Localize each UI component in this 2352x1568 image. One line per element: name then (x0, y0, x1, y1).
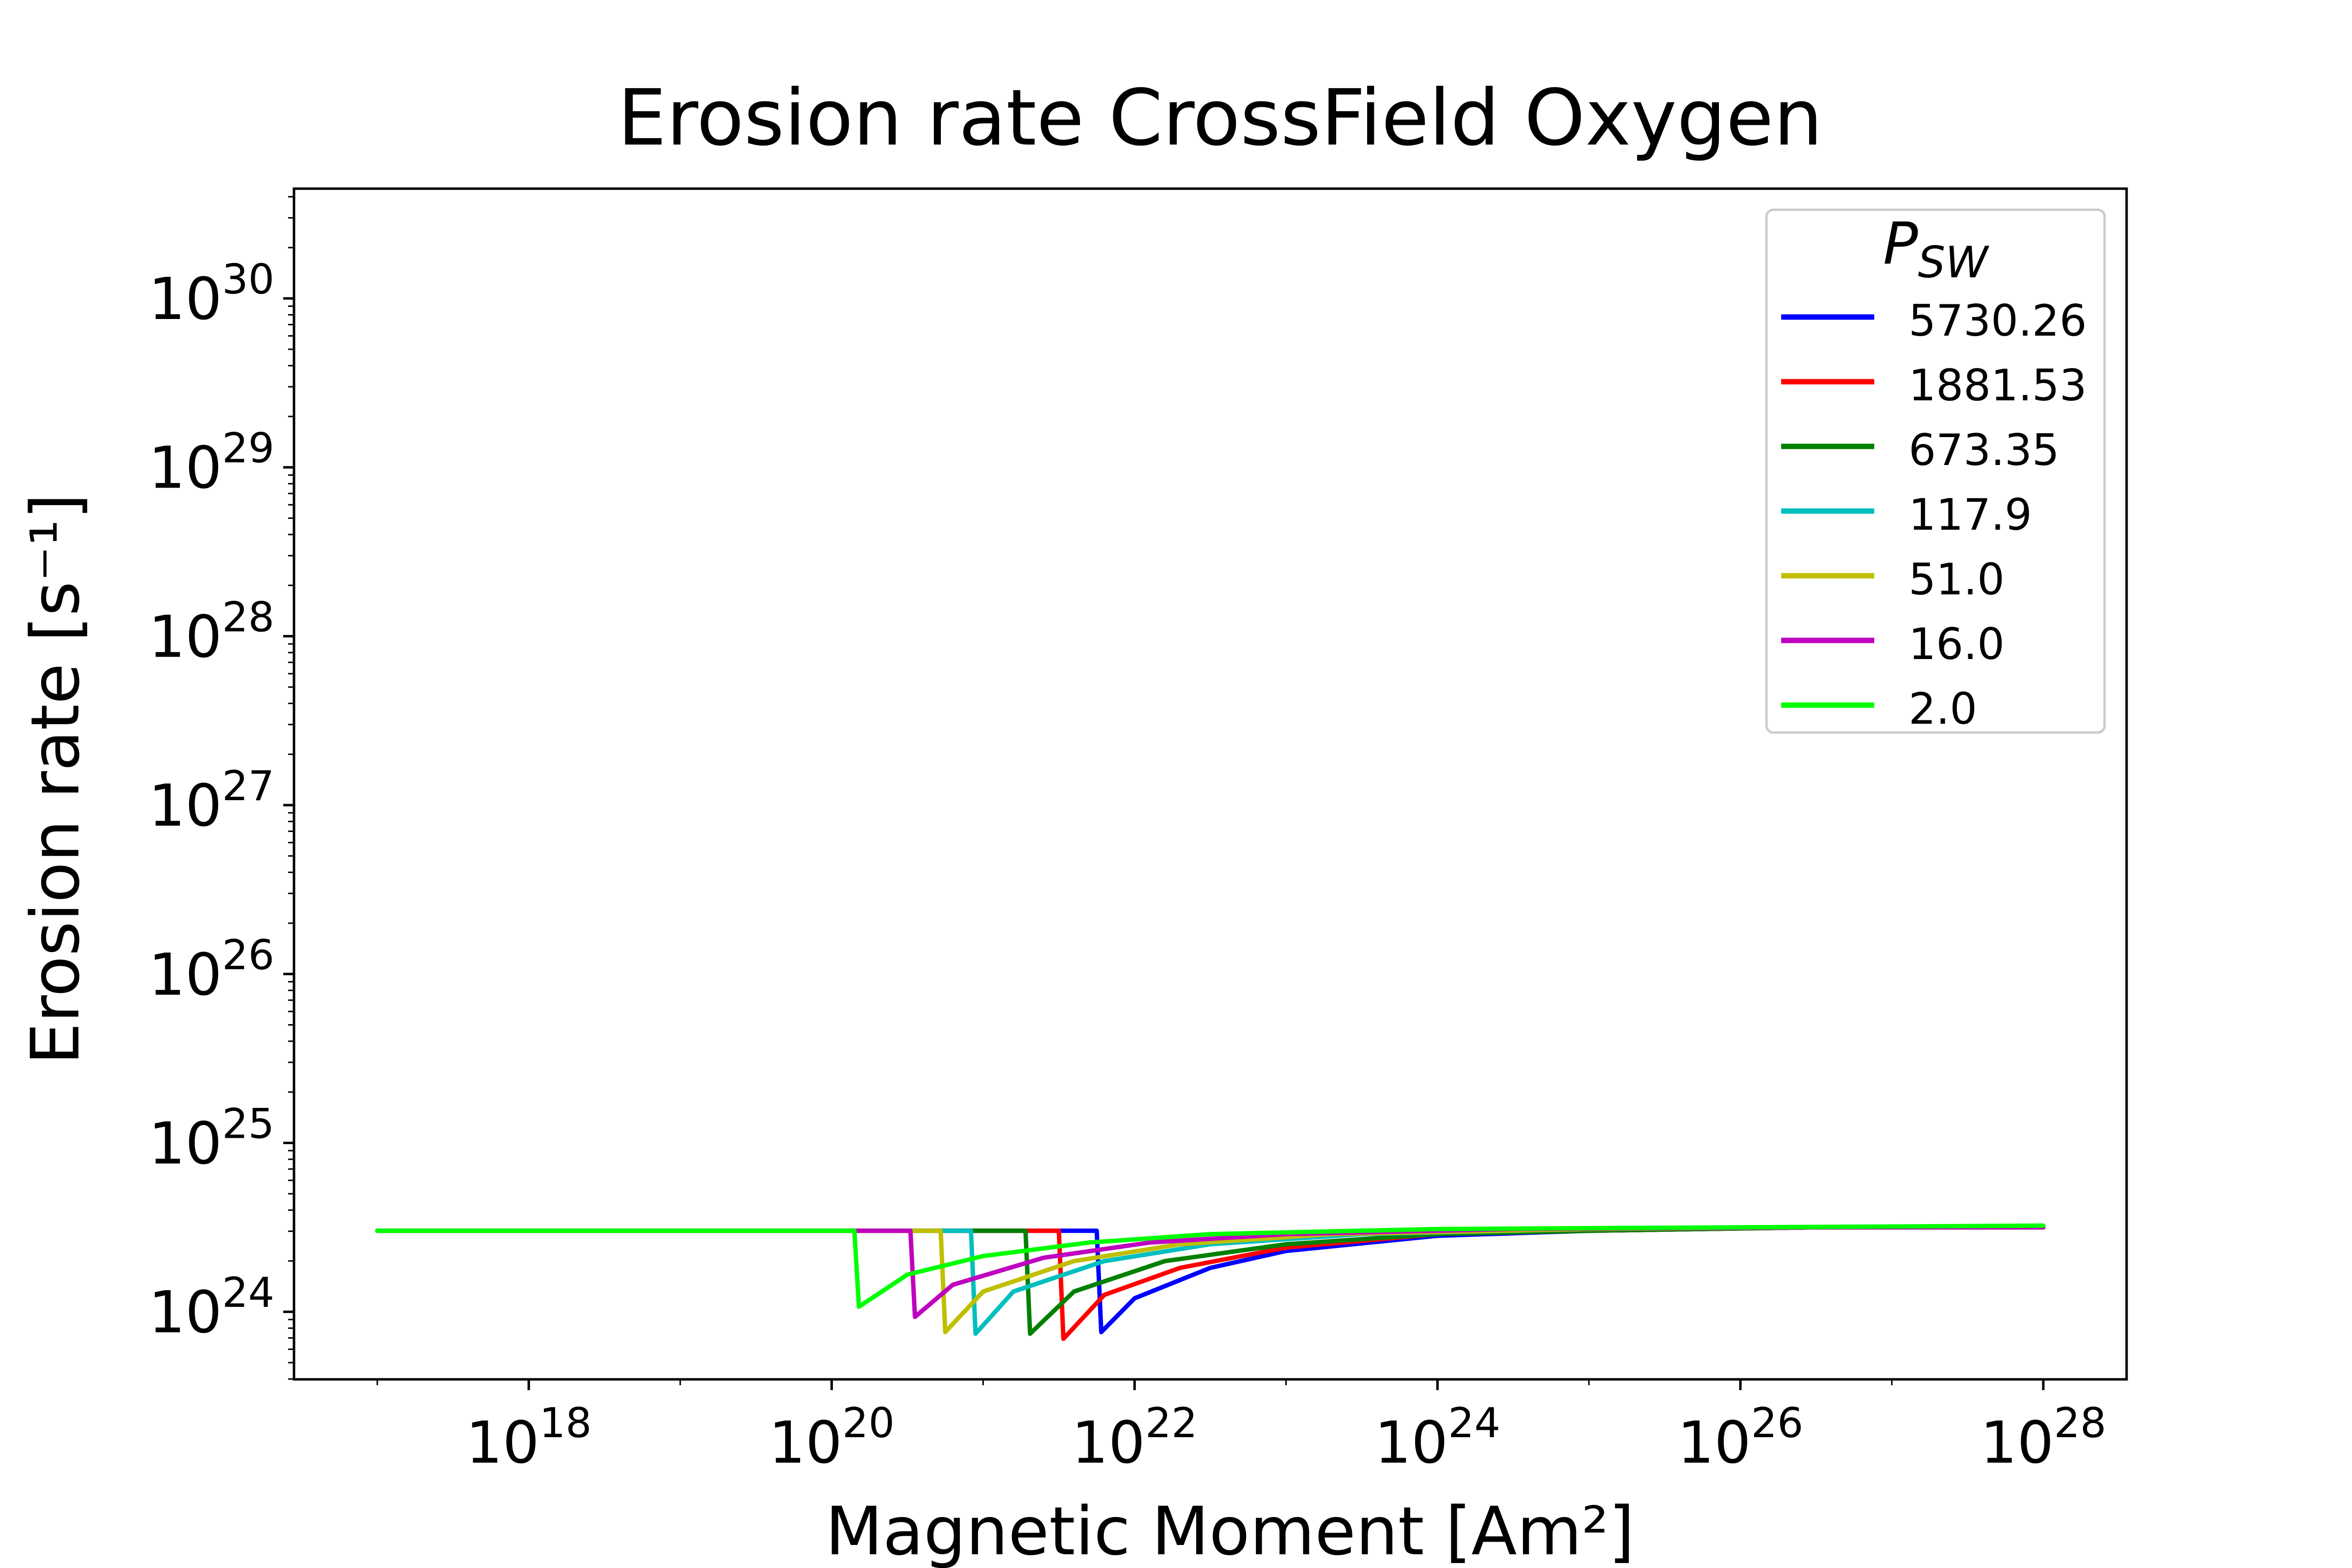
x-tick-label: 1022 (1072, 1399, 1198, 1476)
x-tick-label-exponent: 20 (842, 1399, 895, 1447)
y-tick-label-exponent: 28 (222, 593, 274, 641)
y-tick-label-exponent: 29 (222, 424, 274, 472)
y-axis-label: Erosion rate [s⁻¹] (17, 493, 95, 1065)
legend-title-main: P (1883, 210, 1918, 277)
x-axis: 1018 1020 1022 1024 1026 1028 (376, 1379, 2107, 1476)
y-tick-label: 1030 (148, 255, 274, 333)
x-tick-label-exponent: 26 (1751, 1399, 1803, 1447)
y-tick-label-exponent: 25 (222, 1100, 274, 1148)
plot-frame (293, 187, 2128, 1381)
x-tick-label-exponent: 28 (2054, 1399, 2107, 1447)
x-tick-label-exponent: 22 (1145, 1399, 1198, 1447)
y-tick-label-base: 10 (148, 772, 222, 839)
x-tick-label-base: 10 (466, 1409, 539, 1476)
x-tick-label: 1024 (1374, 1399, 1500, 1476)
legend-label-2: 673.35 (1909, 425, 2059, 475)
x-tick-label-base: 10 (1374, 1409, 1448, 1476)
x-tick-label: 1018 (466, 1399, 592, 1476)
x-tick-label: 1026 (1677, 1399, 1803, 1476)
legend-box (1765, 208, 2106, 734)
x-tick-label: 1028 (1980, 1399, 2106, 1476)
y-tick-label-exponent: 24 (222, 1269, 274, 1317)
y-tick-label-base: 10 (148, 603, 222, 670)
y-tick-label: 1028 (148, 593, 274, 670)
plot-area (375, 1223, 2046, 1341)
y-tick-label-base: 10 (148, 265, 222, 333)
legend-label-4: 51.0 (1909, 554, 2005, 605)
legend-label-5: 16.0 (1909, 619, 2005, 669)
y-tick-label-base: 10 (148, 1109, 222, 1177)
y-tick-label-base: 10 (148, 1278, 222, 1346)
y-tick-label: 1029 (148, 424, 274, 502)
x-tick-label-exponent: 18 (539, 1399, 592, 1447)
legend-label-1: 1881.53 (1909, 360, 2087, 411)
series-line-6 (375, 1223, 2046, 1309)
y-tick-label-base: 10 (148, 941, 222, 1008)
x-tick-label-base: 10 (1980, 1409, 2054, 1476)
y-tick-label: 1025 (148, 1100, 274, 1177)
x-axis-label: Magnetic Moment [Am²] (825, 1493, 1635, 1568)
x-tick-label-base: 10 (1677, 1409, 1751, 1476)
legend: PSW 5730.26 1881.53 673.35 117.9 51.0 16.0 2.0 (1765, 208, 2106, 734)
y-tick-label: 1024 (148, 1269, 274, 1346)
y-tick-label-exponent: 26 (222, 931, 274, 979)
legend-label-6: 2.0 (1909, 684, 1977, 734)
legend-label-3: 117.9 (1909, 490, 2032, 540)
y-tick-label: 1027 (148, 762, 274, 839)
y-tick-label: 1026 (148, 931, 274, 1008)
x-tick-label-base: 10 (1072, 1409, 1145, 1476)
x-tick-label-exponent: 24 (1448, 1399, 1500, 1447)
x-tick-label-base: 10 (769, 1409, 842, 1476)
legend-title-subscript: SW (1918, 237, 1989, 288)
x-tick-label: 1020 (769, 1399, 895, 1476)
y-tick-label-base: 10 (148, 434, 222, 502)
y-tick-label-exponent: 27 (222, 762, 274, 810)
chart-title: Erosion rate CrossField Oxygen (617, 73, 1822, 163)
y-tick-label-exponent: 30 (222, 255, 274, 303)
legend-title: PSW (1883, 210, 1989, 288)
legend-label-0: 5730.26 (1909, 295, 2087, 346)
